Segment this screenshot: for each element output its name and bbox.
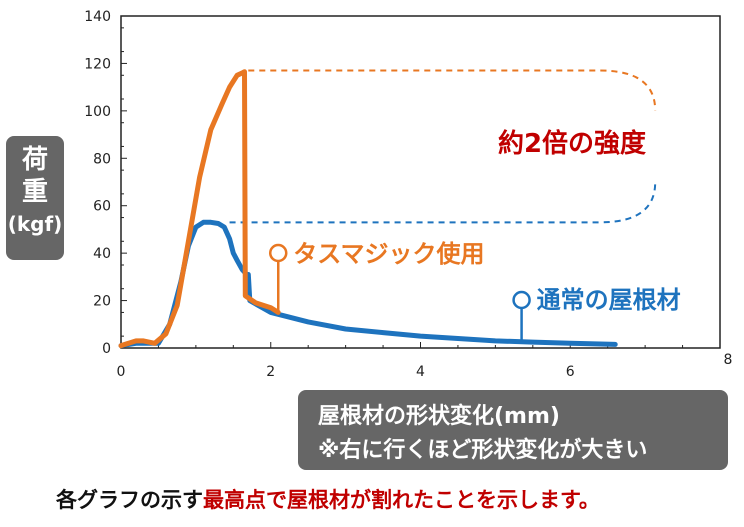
- y-axis-label-unit: (kgf): [7, 212, 63, 236]
- reference-lines: [229, 69, 657, 224]
- y-tick-label: 20: [93, 294, 111, 310]
- y-axis-label-line2: 重: [21, 177, 48, 207]
- x-axis-label: 屋根材の形状変化(mm) ※右に行くほど形状変化が大きい: [298, 390, 728, 470]
- x-axis-label-note: ※右に行くほど形状変化が大きい: [318, 438, 648, 463]
- orange-peak-dashed-line: [248, 69, 657, 111]
- series-label-tasmagic: タスマジック使用: [293, 240, 484, 268]
- x-tick-label: 0: [117, 364, 126, 380]
- normal-pin-head: [512, 290, 531, 310]
- y-tick-label: 100: [84, 104, 111, 120]
- y-axis-label-line1: 荷: [21, 145, 48, 175]
- series-group: [118, 69, 618, 349]
- y-tick-label: 0: [102, 341, 111, 357]
- y-tick-label: 120: [84, 56, 111, 72]
- y-tick-label: 60: [93, 199, 111, 215]
- footer-caption: 各グラフの示す最高点で屋根材が割れたことを示します。: [56, 484, 600, 514]
- x-axis-label-line1: 屋根材の形状変化(mm): [318, 404, 560, 429]
- footer-text-black: 各グラフの示す: [56, 488, 203, 512]
- y-tick-label: 140: [84, 9, 111, 25]
- y-tick-label: 40: [93, 246, 111, 262]
- axis-ticks: 0 20 40 60 80 100 120 140 0 2 4 6 8: [84, 9, 732, 380]
- x-tick-label: 8: [724, 352, 733, 368]
- y-tick-label: 80: [93, 151, 111, 167]
- tasmagic-pin-head: [268, 243, 288, 263]
- series-line-tasmagic: [118, 69, 281, 349]
- footer-text-red: 最高点で屋根材が割れたことを示します。: [203, 488, 600, 512]
- strength-annotation: 約2倍の強度: [498, 128, 646, 159]
- x-tick-label: 2: [266, 364, 275, 380]
- x-tick-label: 6: [566, 364, 575, 380]
- series-label-normal: 通常の屋根材: [537, 286, 681, 314]
- blue-peak-dashed-line: [229, 182, 657, 224]
- y-axis-label: 荷 重 (kgf): [6, 136, 64, 260]
- x-tick-label: 4: [416, 364, 425, 380]
